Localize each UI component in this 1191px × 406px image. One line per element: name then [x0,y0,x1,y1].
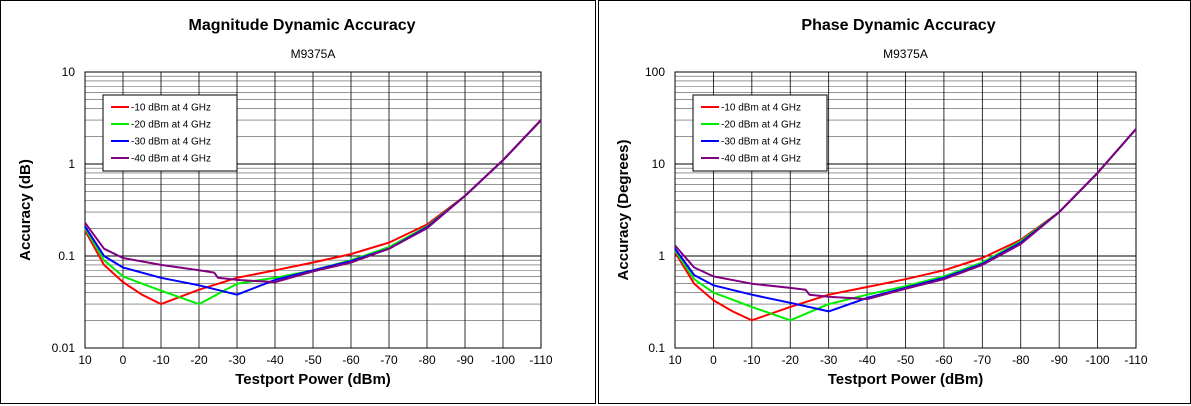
x-tick-label: -10 [152,353,170,367]
x-tick-label: -20 [190,353,208,367]
magnitude-accuracy-chart: Magnitude Dynamic Accuracy M9375A 0.01 0.1 1… [0,0,596,404]
plot-frame [84,71,542,349]
legend-label: -20 dBm at 4 GHz [131,120,211,131]
chart-title: Phase Dynamic Accuracy [801,17,995,34]
x-tick-label: -30 [820,353,838,367]
x-tick-label: -100 [1086,353,1110,367]
x-tick-label: 0 [710,353,717,367]
magnitude-chart-svg: Magnitude Dynamic Accuracy M9375A 0.01 0.1 1… [17,17,553,388]
legend: -10 dBm at 4 GHz -20 dBm at 4 GHz -30 dBm … [102,94,238,172]
x-tick-label: -80 [418,353,436,367]
legend-label: -40 dBm at 4 GHz [131,154,211,165]
x-tick-label: -40 [266,353,284,367]
series-group [674,128,1137,322]
x-tick-label: -100 [491,353,515,367]
y-axis-label: Accuracy (dB) [17,159,34,261]
legend-label: -30 dBm at 4 GHz [131,137,211,148]
series-group [84,119,542,306]
phase-accuracy-chart: Phase Dynamic Accuracy M9375A 0.1 1 10 100 10 0… [598,0,1191,404]
y-tick-label: 0.01 [52,341,76,355]
x-tick-label: -90 [1050,353,1068,367]
x-tick-label: -110 [529,353,552,367]
y-tick-label: 0.1 [648,341,665,355]
y-tick-label: 10 [62,65,76,79]
x-tick-label: -10 [743,353,761,367]
chart-subtitle: M9375A [291,47,336,61]
x-tick-label: 0 [120,353,127,367]
y-axis-label: Accuracy (Degrees) [615,140,632,281]
x-tick-label: -40 [858,353,876,367]
x-tick-label: -70 [974,353,992,367]
x-tick-label: 10 [668,353,682,367]
series-line-3 [84,119,542,284]
legend: -10 dBm at 4 GHz -20 dBm at 4 GHz -30 dBm … [692,94,828,172]
y-tick-label: 1 [68,157,75,171]
x-axis-label: Testport Power (dBm) [828,371,984,388]
x-tick-label: -30 [228,353,246,367]
x-tick-label: 10 [78,353,92,367]
x-tick-label: -70 [380,353,398,367]
grid [674,72,1137,349]
legend-label: -30 dBm at 4 GHz [721,137,801,148]
x-tick-label: -50 [897,353,915,367]
x-tick-label: -60 [935,353,953,367]
y-tick-label: 1 [658,249,665,263]
series-line-3 [674,128,1137,301]
legend-label: -20 dBm at 4 GHz [721,120,801,131]
chart-subtitle: M9375A [883,47,928,61]
x-tick-label: -90 [456,353,474,367]
x-tick-label: -20 [782,353,800,367]
y-tick-label: 0.1 [58,249,75,263]
y-tick-label: 10 [652,157,666,171]
plot-frame [674,71,1137,349]
legend-label: -40 dBm at 4 GHz [721,154,801,165]
grid [84,72,542,349]
x-tick-label: -80 [1012,353,1030,367]
x-tick-label: -110 [1124,353,1147,367]
x-tick-label: -50 [304,353,322,367]
y-tick-label: 100 [645,65,665,79]
legend-label: -10 dBm at 4 GHz [131,103,211,114]
x-axis-label: Testport Power (dBm) [235,371,391,388]
chart-title: Magnitude Dynamic Accuracy [188,17,415,34]
x-tick-label: -60 [342,353,360,367]
legend-label: -10 dBm at 4 GHz [721,103,801,114]
